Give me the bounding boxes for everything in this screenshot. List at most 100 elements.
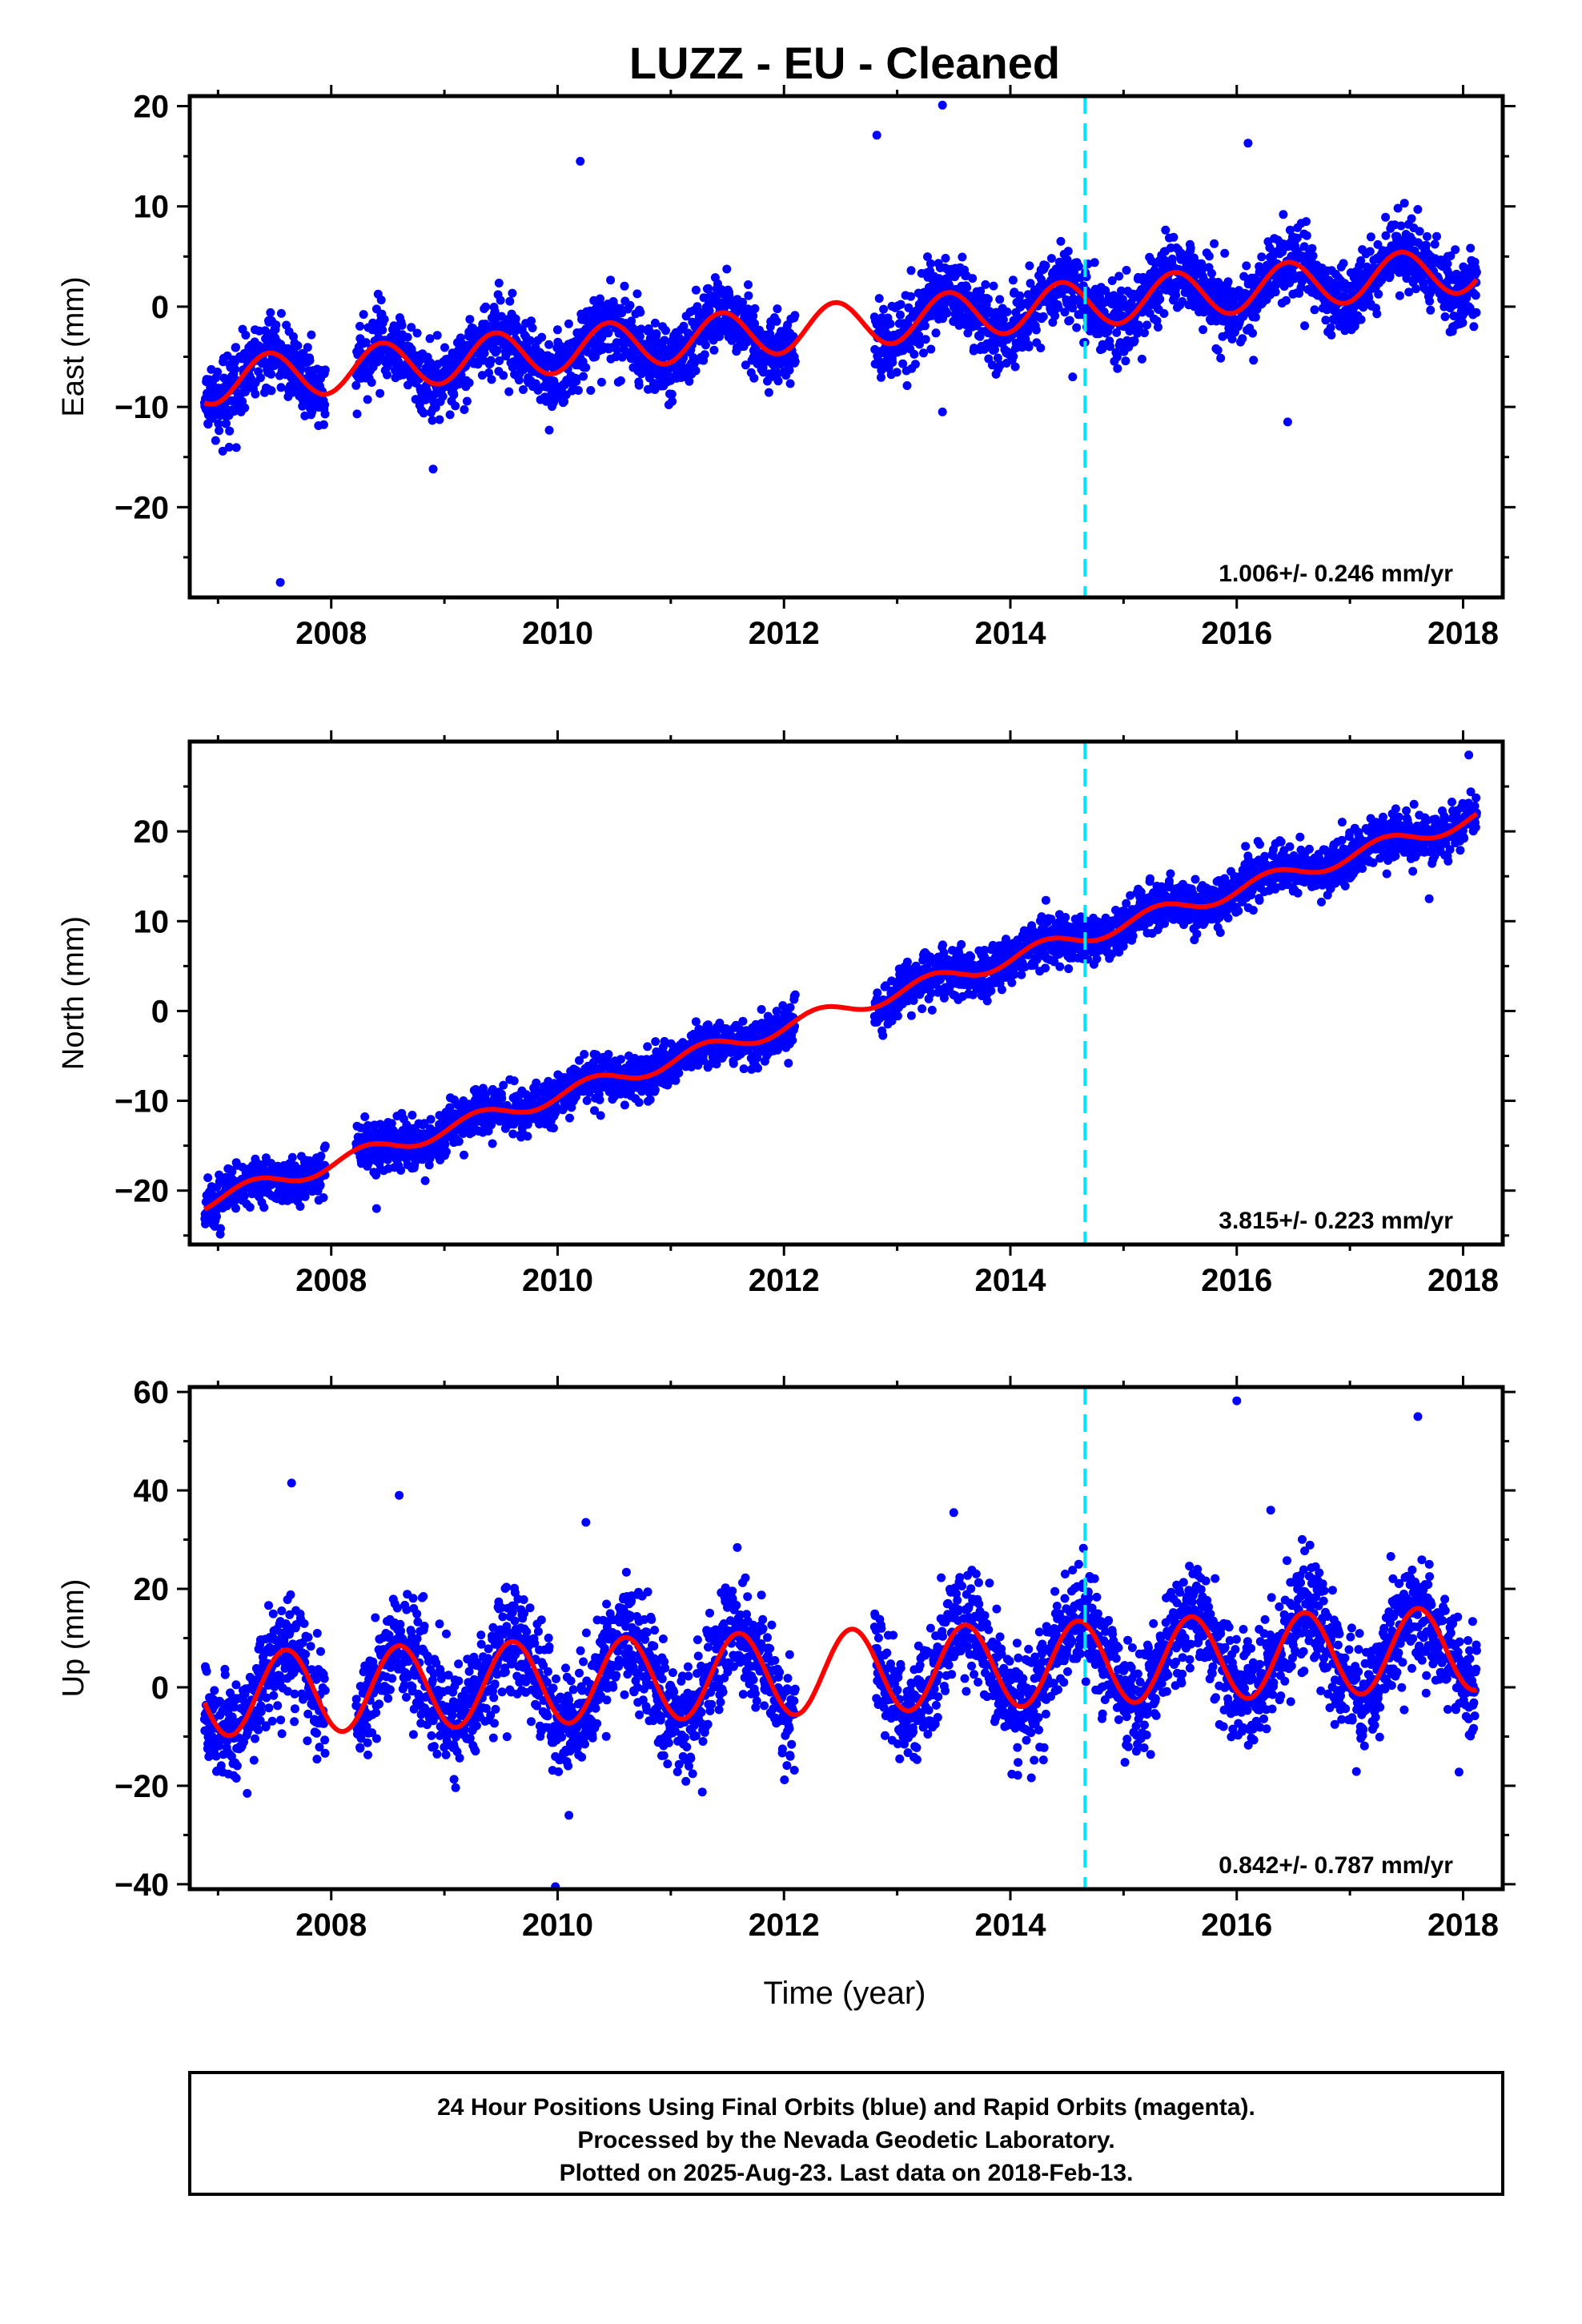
observation-point: [449, 390, 459, 400]
observation-point: [1257, 252, 1267, 262]
observation-point: [486, 356, 496, 365]
observation-point: [963, 328, 973, 338]
observation-point: [1249, 356, 1259, 365]
observation-point: [1307, 243, 1317, 253]
observation-point: [387, 1119, 396, 1128]
observation-point: [744, 291, 753, 300]
observation-point: [361, 338, 371, 348]
observation-point: [926, 259, 935, 268]
observation-point: [523, 1132, 532, 1141]
observation-point: [504, 387, 514, 396]
observation-point: [1395, 291, 1404, 300]
observation-point: [1054, 303, 1063, 312]
observation-point: [790, 311, 800, 320]
observation-point: [259, 1160, 268, 1169]
observation-point: [1443, 259, 1452, 268]
observation-point: [548, 1124, 558, 1133]
observation-point: [1155, 295, 1165, 304]
observation-point: [231, 343, 240, 352]
observation-point: [319, 420, 328, 429]
observation-point: [287, 1152, 297, 1162]
observation-point: [496, 296, 505, 305]
observation-point: [492, 346, 502, 355]
observation-point: [271, 320, 281, 330]
observation-point: [650, 318, 660, 328]
observation-point: [1140, 328, 1149, 338]
observation-point: [419, 408, 428, 418]
observation-point: [1130, 336, 1139, 345]
observation-point: [674, 1068, 684, 1078]
y-tick-label: −20: [114, 490, 169, 525]
observation-point: [216, 1224, 225, 1233]
observation-point: [993, 353, 1002, 363]
observation-point: [359, 310, 368, 320]
figure-title: LUZZ - EU - Cleaned: [629, 38, 1060, 88]
observation-point: [773, 376, 783, 386]
observation-point: [462, 396, 472, 406]
x-tick-label: 2010: [522, 616, 593, 651]
observation-point: [245, 1203, 255, 1212]
observation-point: [1278, 247, 1287, 256]
observation-point: [231, 443, 241, 452]
observation-point: [1308, 251, 1318, 260]
observation-point: [355, 321, 364, 331]
observation-point: [1121, 356, 1130, 366]
observation-point: [1339, 259, 1348, 268]
observation-point: [1366, 232, 1375, 242]
observation-point: [508, 288, 517, 298]
observation-point: [1327, 330, 1336, 340]
observation-point: [266, 308, 275, 317]
observation-point: [1310, 305, 1319, 315]
observation-point: [981, 279, 990, 289]
observation-point: [1279, 210, 1288, 219]
observation-point: [1114, 271, 1124, 281]
observation-point: [528, 324, 537, 332]
observation-point: [877, 372, 885, 382]
observation-point: [896, 310, 905, 320]
east-observations: [199, 100, 1481, 587]
observation-point: [505, 296, 515, 306]
observation-point: [420, 1176, 430, 1185]
observation-point: [750, 304, 760, 313]
observation-point: [211, 436, 220, 445]
observation-point: [1008, 275, 1018, 285]
observation-point: [537, 332, 547, 342]
observation-point: [595, 1095, 604, 1104]
observation-point: [1271, 287, 1280, 297]
observation-point: [494, 279, 504, 287]
observation-point: [579, 372, 588, 381]
observation-point: [435, 415, 444, 424]
observation-point: [704, 283, 713, 293]
observation-point: [1300, 321, 1310, 331]
observation-point: [661, 326, 670, 336]
observation-point: [596, 377, 606, 387]
observation-point: [729, 1059, 738, 1068]
observation-point: [1210, 239, 1219, 248]
observation-point: [1015, 291, 1025, 300]
observation-point: [1466, 243, 1476, 253]
observation-point: [497, 1094, 507, 1103]
observation-point: [581, 363, 591, 372]
observation-point: [227, 1167, 237, 1176]
observation-point: [214, 419, 223, 428]
observation-point: [1281, 296, 1291, 305]
east-model-curve: [203, 249, 1479, 407]
observation-point: [910, 360, 920, 369]
observation-point: [923, 252, 932, 262]
observation-point: [241, 331, 251, 340]
observation-point: [454, 1136, 464, 1146]
observation-point: [1009, 352, 1018, 361]
observation-point: [1113, 364, 1122, 373]
observation-point: [420, 1119, 429, 1128]
observation-point: [879, 304, 889, 314]
observation-point: [651, 1037, 661, 1047]
observation-point: [1161, 225, 1170, 235]
observation-point: [484, 368, 493, 377]
observation-point: [379, 315, 389, 324]
observation-point: [1404, 287, 1414, 297]
observation-point: [750, 319, 760, 328]
observation-point: [531, 379, 540, 388]
observation-point: [225, 426, 235, 436]
observation-point: [239, 1192, 249, 1200]
observation-point: [1197, 259, 1207, 268]
